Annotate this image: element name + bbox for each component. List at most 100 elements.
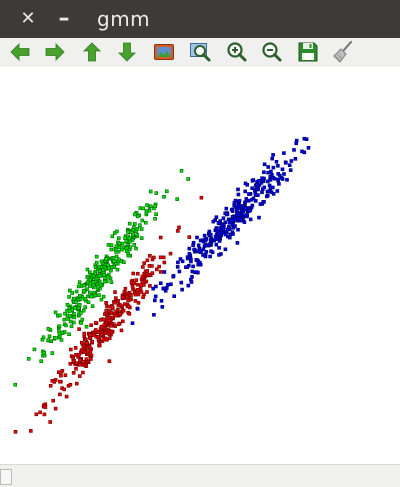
data-point: [89, 353, 94, 358]
data-point: [265, 193, 270, 198]
data-point: [109, 323, 113, 328]
data-point: [276, 177, 281, 182]
data-point: [255, 187, 260, 192]
down-button[interactable]: [115, 40, 139, 64]
data-point: [172, 294, 176, 298]
data-point: [69, 324, 74, 329]
data-point: [120, 241, 125, 246]
data-point: [131, 232, 135, 237]
data-point: [65, 302, 70, 307]
data-point: [102, 273, 106, 277]
data-point: [101, 294, 106, 299]
data-point: [110, 234, 115, 239]
horizontal-scroll-handle[interactable]: [0, 469, 12, 485]
data-point: [196, 243, 201, 248]
data-point: [267, 189, 272, 193]
data-point: [99, 297, 104, 302]
data-point: [116, 299, 120, 303]
data-point: [26, 356, 31, 361]
data-point: [84, 324, 89, 329]
data-point: [235, 208, 239, 213]
data-point: [78, 362, 82, 367]
data-point: [123, 286, 128, 291]
zoom-box-button[interactable]: [188, 40, 212, 64]
data-point: [107, 359, 112, 364]
data-point: [241, 209, 246, 214]
data-point: [107, 304, 112, 309]
data-point: [150, 264, 154, 268]
data-point: [207, 242, 212, 247]
data-point: [209, 232, 213, 237]
data-point: [82, 283, 86, 288]
data-point: [168, 251, 173, 256]
data-point: [262, 170, 266, 174]
data-point: [162, 260, 167, 265]
data-point: [104, 301, 108, 305]
fit-view-button[interactable]: [152, 40, 176, 64]
data-point: [243, 189, 247, 194]
data-point: [237, 206, 241, 211]
data-point: [191, 264, 195, 269]
data-point: [139, 236, 144, 240]
series-0: [13, 169, 190, 387]
data-point: [141, 280, 146, 285]
data-point: [269, 169, 273, 174]
data-point: [158, 255, 163, 260]
data-point: [127, 236, 132, 240]
plot-area[interactable]: [0, 67, 400, 464]
data-point: [257, 179, 261, 183]
data-point: [97, 343, 102, 348]
data-point: [83, 305, 87, 309]
data-point: [221, 216, 226, 220]
data-point: [138, 286, 143, 291]
data-point: [306, 146, 311, 150]
zoom-in-button[interactable]: [224, 40, 248, 64]
data-point: [133, 212, 137, 217]
data-point: [139, 227, 144, 231]
data-point: [160, 305, 165, 309]
data-point: [218, 226, 222, 230]
data-point: [157, 264, 161, 269]
data-point: [190, 269, 195, 274]
forward-button[interactable]: [43, 40, 67, 64]
data-point: [133, 292, 138, 297]
zoom-out-button[interactable]: [259, 40, 283, 64]
data-point: [262, 162, 267, 167]
data-point: [97, 264, 102, 269]
data-point: [133, 299, 138, 303]
save-button[interactable]: [296, 40, 320, 64]
data-point: [175, 265, 180, 269]
data-point: [121, 319, 125, 324]
data-point: [97, 273, 102, 278]
close-button[interactable]: ✕: [20, 8, 36, 29]
data-point: [68, 382, 73, 387]
data-point: [58, 313, 62, 318]
data-point: [114, 244, 119, 249]
data-point: [91, 280, 96, 284]
data-point: [126, 298, 130, 303]
data-point: [72, 315, 77, 320]
data-point: [135, 233, 140, 237]
data-point: [201, 247, 206, 252]
data-point: [288, 168, 293, 172]
data-point: [153, 216, 157, 221]
data-point: [202, 233, 207, 238]
data-point: [132, 243, 137, 247]
data-point: [276, 164, 280, 168]
back-button[interactable]: [8, 40, 32, 64]
up-button[interactable]: [80, 40, 104, 64]
data-point: [42, 350, 47, 355]
back-icon: [10, 43, 30, 61]
data-point: [93, 293, 98, 298]
data-point: [225, 212, 230, 216]
data-point: [142, 261, 146, 265]
data-point: [64, 323, 68, 328]
data-point: [248, 217, 253, 222]
clear-button[interactable]: [331, 40, 355, 64]
data-point: [179, 280, 184, 285]
data-point: [72, 320, 76, 325]
data-point: [124, 246, 129, 250]
data-point: [77, 280, 82, 284]
data-point: [116, 249, 121, 254]
minimize-button[interactable]: –: [58, 6, 70, 31]
